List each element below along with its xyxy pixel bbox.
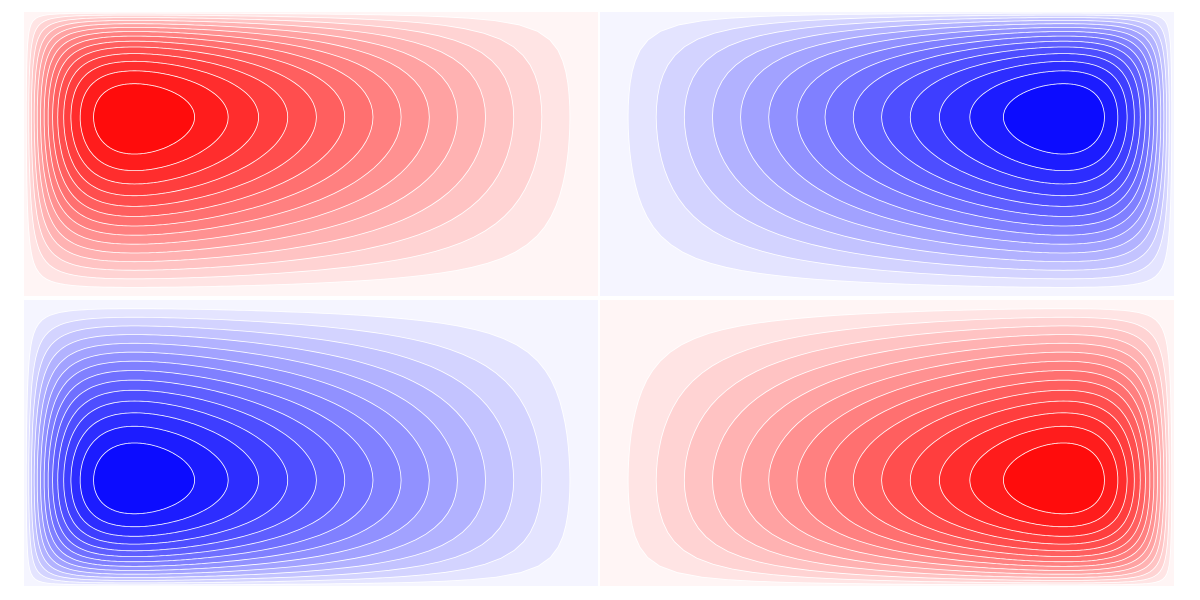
contour-panel <box>24 12 598 296</box>
contour-panel <box>600 12 1174 296</box>
contour-band <box>1002 442 1105 515</box>
contour-band <box>1002 83 1105 155</box>
contour-band <box>93 83 196 155</box>
contour-panel <box>600 300 1174 586</box>
contour-band <box>93 442 196 515</box>
contour-panel <box>24 300 598 586</box>
